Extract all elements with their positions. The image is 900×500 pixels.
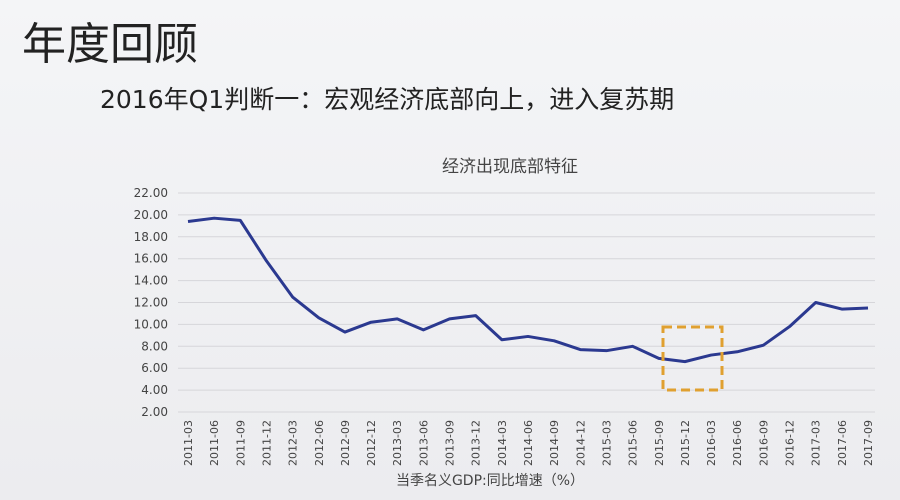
x-tick-label: 2013-12 [470, 420, 483, 466]
highlight-box [661, 325, 724, 392]
x-tick-label: 2016-03 [705, 420, 718, 466]
x-axis-label: 当季名义GDP:同比增速（%） [396, 473, 584, 489]
x-tick-label: 2013-06 [417, 420, 430, 466]
x-tick-label: 2013-03 [391, 420, 404, 466]
x-tick-label: 2013-09 [444, 420, 457, 466]
x-tick-label: 2015-06 [627, 420, 640, 466]
y-tick-label: 8.00 [141, 339, 168, 353]
y-tick-label: 4.00 [141, 383, 168, 397]
y-tick-label: 2.00 [141, 405, 168, 419]
x-tick-label: 2016-09 [757, 420, 770, 466]
x-tick-label: 2011-12 [260, 420, 273, 466]
y-tick-label: 22.00 [134, 186, 168, 200]
x-tick-label: 2014-12 [574, 420, 587, 466]
y-tick-label: 16.00 [134, 252, 168, 266]
data-line [187, 216, 869, 364]
y-tick-label: 20.00 [134, 208, 168, 222]
y-tick-label: 10.00 [134, 317, 168, 331]
x-tick-label: 2011-06 [208, 420, 221, 466]
x-tick-label: 2011-03 [182, 420, 195, 466]
x-tick-label: 2011-09 [234, 420, 247, 466]
x-tick-label: 2014-09 [548, 420, 561, 466]
x-tick-label: 2016-06 [731, 420, 744, 466]
x-tick-label: 2015-12 [679, 420, 692, 466]
y-tick-label: 14.00 [134, 274, 168, 288]
x-tick-label: 2012-09 [339, 420, 352, 466]
y-tick-label: 12.00 [134, 296, 168, 310]
x-tick-label: 2015-03 [600, 420, 613, 466]
x-tick-label: 2014-06 [522, 420, 535, 466]
x-tick-label: 2017-06 [836, 420, 849, 466]
chart-title: 经济出现底部特征 [442, 157, 578, 177]
x-tick-label: 2017-09 [862, 420, 875, 466]
x-tick-label: 2017-03 [810, 420, 823, 466]
x-tick-label: 2012-03 [287, 420, 300, 466]
y-tick-label: 6.00 [141, 361, 168, 375]
x-tick-label: 2015-09 [653, 420, 666, 466]
x-tick-label: 2014-03 [496, 420, 509, 466]
slide-title: 年度回顾 [22, 19, 198, 70]
x-tick-label: 2012-12 [365, 420, 378, 466]
slide-subtitle: 2016年Q1判断一：宏观经济底部向上，进入复苏期 [100, 85, 675, 114]
x-tick-label: 2012-06 [313, 420, 326, 466]
y-tick-label: 18.00 [134, 230, 168, 244]
x-tick-label: 2016-12 [784, 420, 797, 466]
